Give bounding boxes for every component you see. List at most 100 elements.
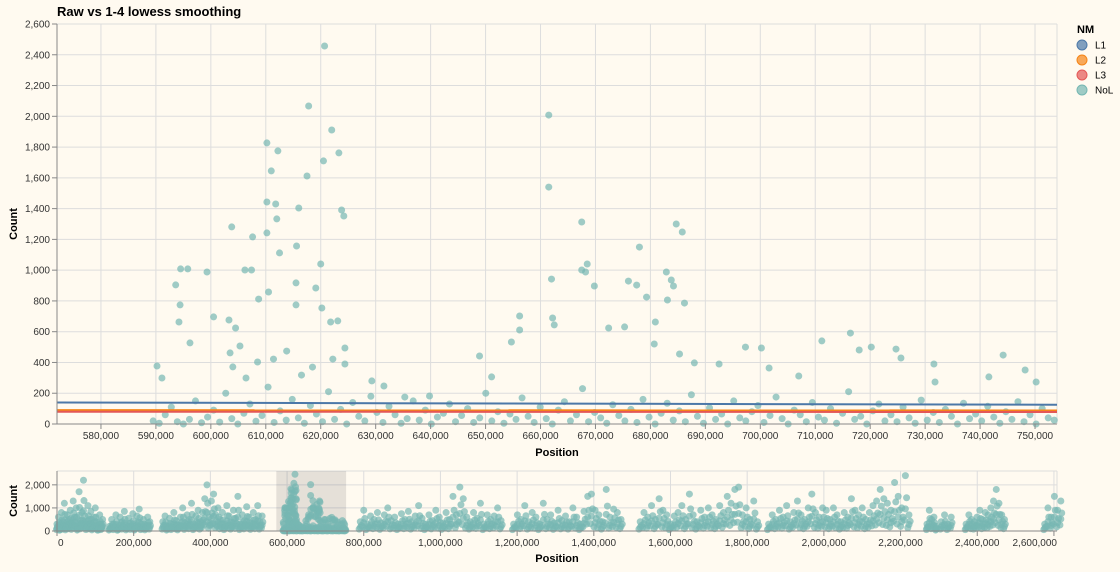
data-point[interactable] — [255, 295, 263, 303]
data-point[interactable] — [699, 419, 707, 427]
data-point[interactable] — [643, 293, 651, 301]
data-point[interactable] — [518, 394, 526, 402]
data-point[interactable] — [867, 343, 875, 351]
data-point[interactable] — [292, 301, 300, 309]
data-point[interactable] — [367, 392, 375, 400]
data-point[interactable] — [470, 418, 478, 426]
data-point[interactable] — [597, 414, 605, 422]
data-point[interactable] — [999, 351, 1007, 359]
overview-point[interactable] — [736, 501, 744, 509]
data-point[interactable] — [321, 42, 329, 50]
data-point[interactable] — [672, 220, 680, 228]
data-point[interactable] — [893, 418, 901, 426]
data-point[interactable] — [229, 363, 237, 371]
data-point[interactable] — [585, 418, 593, 426]
overview-point[interactable] — [1057, 515, 1065, 523]
data-point[interactable] — [845, 388, 853, 396]
data-point[interactable] — [507, 338, 515, 346]
data-point[interactable] — [177, 265, 185, 273]
data-point[interactable] — [1014, 398, 1022, 406]
legend-item-l1[interactable]: L1 — [1076, 39, 1107, 52]
overview-point[interactable] — [1058, 509, 1066, 517]
overview-point[interactable] — [498, 521, 506, 529]
data-point[interactable] — [175, 318, 183, 326]
data-point[interactable] — [241, 266, 249, 274]
data-point[interactable] — [203, 268, 211, 276]
overview-point[interactable] — [435, 513, 443, 521]
data-point[interactable] — [663, 296, 671, 304]
data-point[interactable] — [667, 276, 675, 284]
data-point[interactable] — [911, 419, 919, 427]
data-point[interactable] — [283, 347, 291, 355]
overview-point[interactable] — [892, 498, 900, 506]
overview-point[interactable] — [60, 499, 68, 507]
data-point[interactable] — [669, 282, 677, 290]
overview-point[interactable] — [307, 491, 315, 499]
overview-point[interactable] — [223, 502, 231, 510]
data-point[interactable] — [298, 371, 306, 379]
data-point[interactable] — [615, 412, 623, 420]
data-point[interactable] — [380, 382, 388, 390]
overview-point[interactable] — [1050, 492, 1058, 500]
overview-point[interactable] — [663, 511, 671, 519]
data-point[interactable] — [415, 416, 423, 424]
data-point[interactable] — [572, 411, 580, 419]
overview-point[interactable] — [218, 509, 226, 517]
overview-point[interactable] — [188, 499, 196, 507]
overview-point[interactable] — [476, 499, 484, 507]
overview-point[interactable] — [906, 517, 914, 525]
overview-point[interactable] — [595, 511, 603, 519]
data-point[interactable] — [292, 279, 300, 287]
data-point[interactable] — [331, 415, 339, 423]
data-point[interactable] — [985, 373, 993, 381]
overview-point[interactable] — [891, 479, 899, 487]
overview-point[interactable] — [342, 526, 350, 534]
overview-point[interactable] — [79, 476, 87, 484]
data-point[interactable] — [225, 316, 233, 324]
overview-point[interactable] — [170, 509, 178, 517]
data-point[interactable] — [216, 418, 224, 426]
data-point[interactable] — [488, 373, 496, 381]
overview-point[interactable] — [539, 499, 547, 507]
data-point[interactable] — [476, 352, 484, 360]
data-point[interactable] — [996, 419, 1004, 427]
data-point[interactable] — [242, 374, 250, 382]
data-point[interactable] — [680, 299, 688, 307]
overview-point[interactable] — [613, 509, 621, 517]
data-point[interactable] — [274, 147, 282, 155]
data-point[interactable] — [149, 417, 157, 425]
data-point[interactable] — [300, 419, 308, 427]
data-point[interactable] — [887, 411, 895, 419]
overview-point[interactable] — [735, 483, 743, 491]
overview-point[interactable] — [460, 508, 468, 516]
data-point[interactable] — [303, 172, 311, 180]
data-point[interactable] — [578, 218, 586, 226]
data-point[interactable] — [947, 412, 955, 420]
data-point[interactable] — [516, 326, 524, 334]
data-point[interactable] — [167, 403, 175, 411]
overview-point[interactable] — [905, 511, 913, 519]
data-point[interactable] — [488, 417, 496, 425]
data-point[interactable] — [516, 312, 524, 320]
overview-point[interactable] — [783, 502, 791, 510]
overview-point[interactable] — [858, 504, 866, 512]
overview-point[interactable] — [995, 499, 1003, 507]
data-point[interactable] — [917, 396, 925, 404]
data-point[interactable] — [639, 395, 647, 403]
overview-point[interactable] — [397, 510, 405, 518]
overview-point[interactable] — [135, 505, 143, 513]
data-point[interactable] — [186, 339, 194, 347]
overview-point[interactable] — [793, 497, 801, 505]
data-point[interactable] — [254, 358, 262, 366]
data-point[interactable] — [582, 268, 590, 276]
overview-point[interactable] — [701, 513, 709, 521]
data-point[interactable] — [897, 354, 905, 362]
overview-point[interactable] — [449, 492, 457, 500]
overview-point[interactable] — [822, 506, 830, 514]
overview-point[interactable] — [532, 513, 540, 521]
data-point[interactable] — [341, 344, 349, 352]
data-point[interactable] — [931, 378, 939, 386]
data-point[interactable] — [288, 395, 296, 403]
overview-point[interactable] — [659, 506, 667, 514]
data-point[interactable] — [232, 324, 240, 332]
